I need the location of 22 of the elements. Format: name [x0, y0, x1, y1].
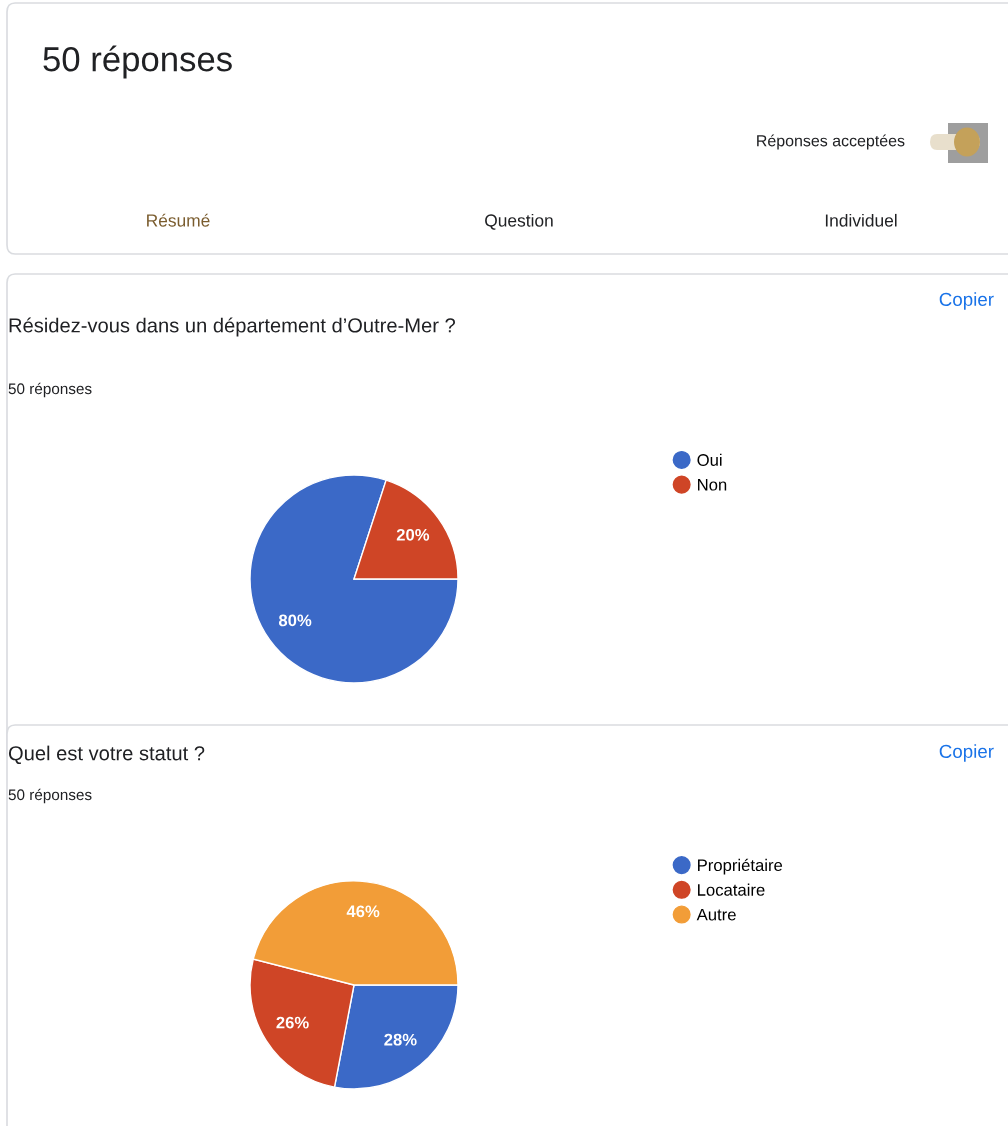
legend-label: Oui [697, 453, 722, 466]
data-label: 28% [384, 1033, 417, 1046]
pie-slice [249, 474, 459, 684]
text: Copier [939, 744, 994, 762]
text: Individuel [825, 213, 897, 227]
data-label: 46% [346, 905, 380, 918]
text: Copier [939, 292, 994, 310]
legend-label: Autre [696, 908, 736, 921]
text: 50 réponses [8, 788, 92, 804]
data-label: 26% [276, 1016, 309, 1029]
text: Réponses acceptées [757, 134, 905, 150]
data-label: 20% [396, 528, 430, 541]
text: 50 réponses [8, 382, 92, 398]
data-label: 80% [278, 614, 312, 627]
chart-title: Quel est votre statut ? [8, 745, 205, 765]
chart-title: Résidez-vous dans un département d’Outre-Mer ? [9, 317, 456, 337]
legend-label: Propriétaire [698, 858, 783, 875]
legend-label: Locataire [698, 883, 765, 896]
legend-label: Non [698, 478, 727, 491]
text: 50 réponses [43, 45, 232, 79]
text: Question [485, 213, 553, 230]
text: Résumé [147, 213, 210, 227]
